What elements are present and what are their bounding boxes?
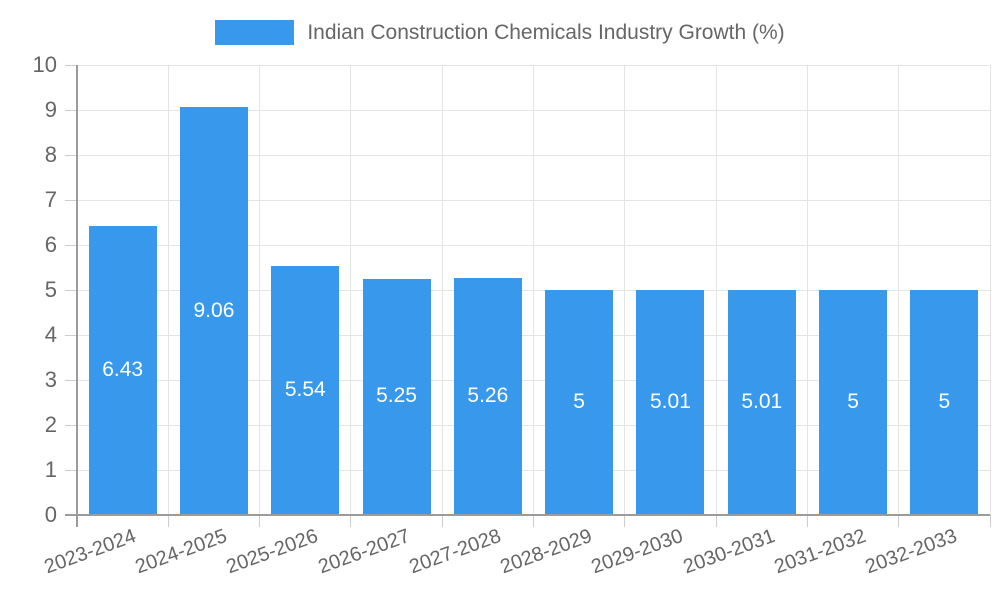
bar-value-label: 5.54	[284, 377, 326, 401]
bar-value-label: 6.43	[102, 357, 144, 381]
x-gridline	[715, 65, 717, 515]
y-tick-mark	[65, 424, 77, 426]
x-tick-mark	[624, 515, 626, 527]
y-axis-tick-label: 3	[44, 367, 57, 392]
bar[interactable]: 5.01	[636, 289, 705, 514]
bar-value-label: 5.01	[741, 389, 783, 413]
y-axis-tick-label: 5	[44, 277, 57, 302]
x-gridline	[259, 65, 261, 515]
x-tick-mark	[167, 515, 169, 527]
y-axis-tick-label: 6	[44, 232, 57, 257]
x-tick-mark	[715, 515, 717, 527]
x-tick-mark	[350, 515, 352, 527]
x-gridline	[624, 65, 626, 515]
y-tick-mark	[65, 199, 77, 201]
y-tick-mark	[65, 64, 77, 66]
x-axis-line	[65, 514, 990, 516]
y-tick-mark	[65, 289, 77, 291]
bar-value-label: 5	[938, 390, 951, 413]
x-gridline	[350, 65, 352, 515]
y-axis-tick-label: 10	[32, 52, 57, 77]
bar[interactable]: 6.43	[88, 225, 157, 514]
x-gridline	[989, 65, 991, 515]
y-axis-tick-label: 0	[44, 502, 57, 527]
y-axis-tick-label: 9	[44, 97, 57, 122]
bar[interactable]: 5	[819, 290, 888, 514]
y-axis-tick-label: 7	[44, 187, 57, 212]
y-tick-mark	[65, 379, 77, 381]
x-gridline	[533, 65, 534, 515]
y-tick-mark	[65, 109, 77, 111]
x-tick-mark	[533, 515, 534, 527]
legend-item[interactable]: Indian Construction Chemicals Industry G…	[0, 18, 1000, 46]
y-axis-tick-label: 8	[44, 142, 57, 167]
y-axis-line	[75, 65, 78, 527]
y-tick-mark	[65, 469, 77, 471]
bar[interactable]: 5	[910, 290, 979, 514]
bar-value-label: 5.25	[376, 384, 417, 408]
legend-swatch	[215, 19, 295, 45]
x-tick-mark	[898, 515, 900, 527]
x-gridline	[441, 65, 443, 515]
x-tick-mark	[989, 515, 991, 527]
bar-value-label: 5	[847, 390, 859, 413]
x-gridline	[806, 65, 808, 515]
bar[interactable]: 5	[545, 290, 614, 514]
bar-value-label: 5.26	[467, 384, 509, 408]
y-tick-mark	[65, 334, 77, 336]
y-axis-tick-label: 2	[44, 412, 57, 437]
x-gridline	[167, 65, 169, 515]
y-axis-tick-label: 4	[44, 322, 57, 347]
legend-label: Indian Construction Chemicals Industry G…	[307, 20, 785, 44]
x-tick-mark	[259, 515, 261, 527]
y-tick-mark	[65, 154, 77, 156]
bar[interactable]: 5.01	[727, 289, 796, 514]
bar-value-label: 9.06	[193, 298, 235, 322]
x-tick-mark	[441, 515, 443, 527]
x-gridline	[898, 65, 900, 515]
bar[interactable]: 5.54	[271, 265, 340, 514]
x-tick-mark	[806, 515, 808, 527]
bar[interactable]: 5.25	[362, 278, 431, 514]
bar-value-label: 5.01	[650, 389, 691, 413]
bar[interactable]: 9.06	[179, 107, 248, 514]
bar-value-label: 5	[573, 390, 585, 413]
bar[interactable]: 5.26	[453, 278, 522, 514]
y-axis-tick-label: 1	[44, 457, 57, 482]
y-tick-mark	[65, 244, 77, 246]
